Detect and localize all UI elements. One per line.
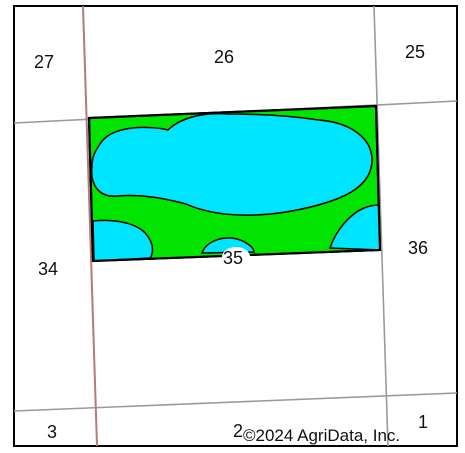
section-line-east <box>373 5 389 447</box>
section-label-3: 3 <box>47 422 57 442</box>
section-label-27: 27 <box>34 52 54 72</box>
water-zone-large <box>90 112 373 216</box>
section-label-26: 26 <box>214 47 234 67</box>
section-label-25: 25 <box>405 42 425 62</box>
section-label-35-halo <box>222 247 250 267</box>
field-boundary-outline <box>87 104 382 263</box>
section-label-36: 36 <box>408 238 428 258</box>
section-label-1: 1 <box>418 412 428 432</box>
section-label-35-group: 35 <box>222 247 250 268</box>
copyright-text: ©2024 AgriData, Inc. <box>243 426 400 445</box>
section-line-south <box>13 392 458 412</box>
road-line <box>82 5 98 447</box>
water-zone-southwest <box>92 219 154 262</box>
section-label-34: 34 <box>38 259 58 279</box>
section-label-2: 2 <box>233 421 243 441</box>
section-label-35: 35 <box>223 248 243 268</box>
